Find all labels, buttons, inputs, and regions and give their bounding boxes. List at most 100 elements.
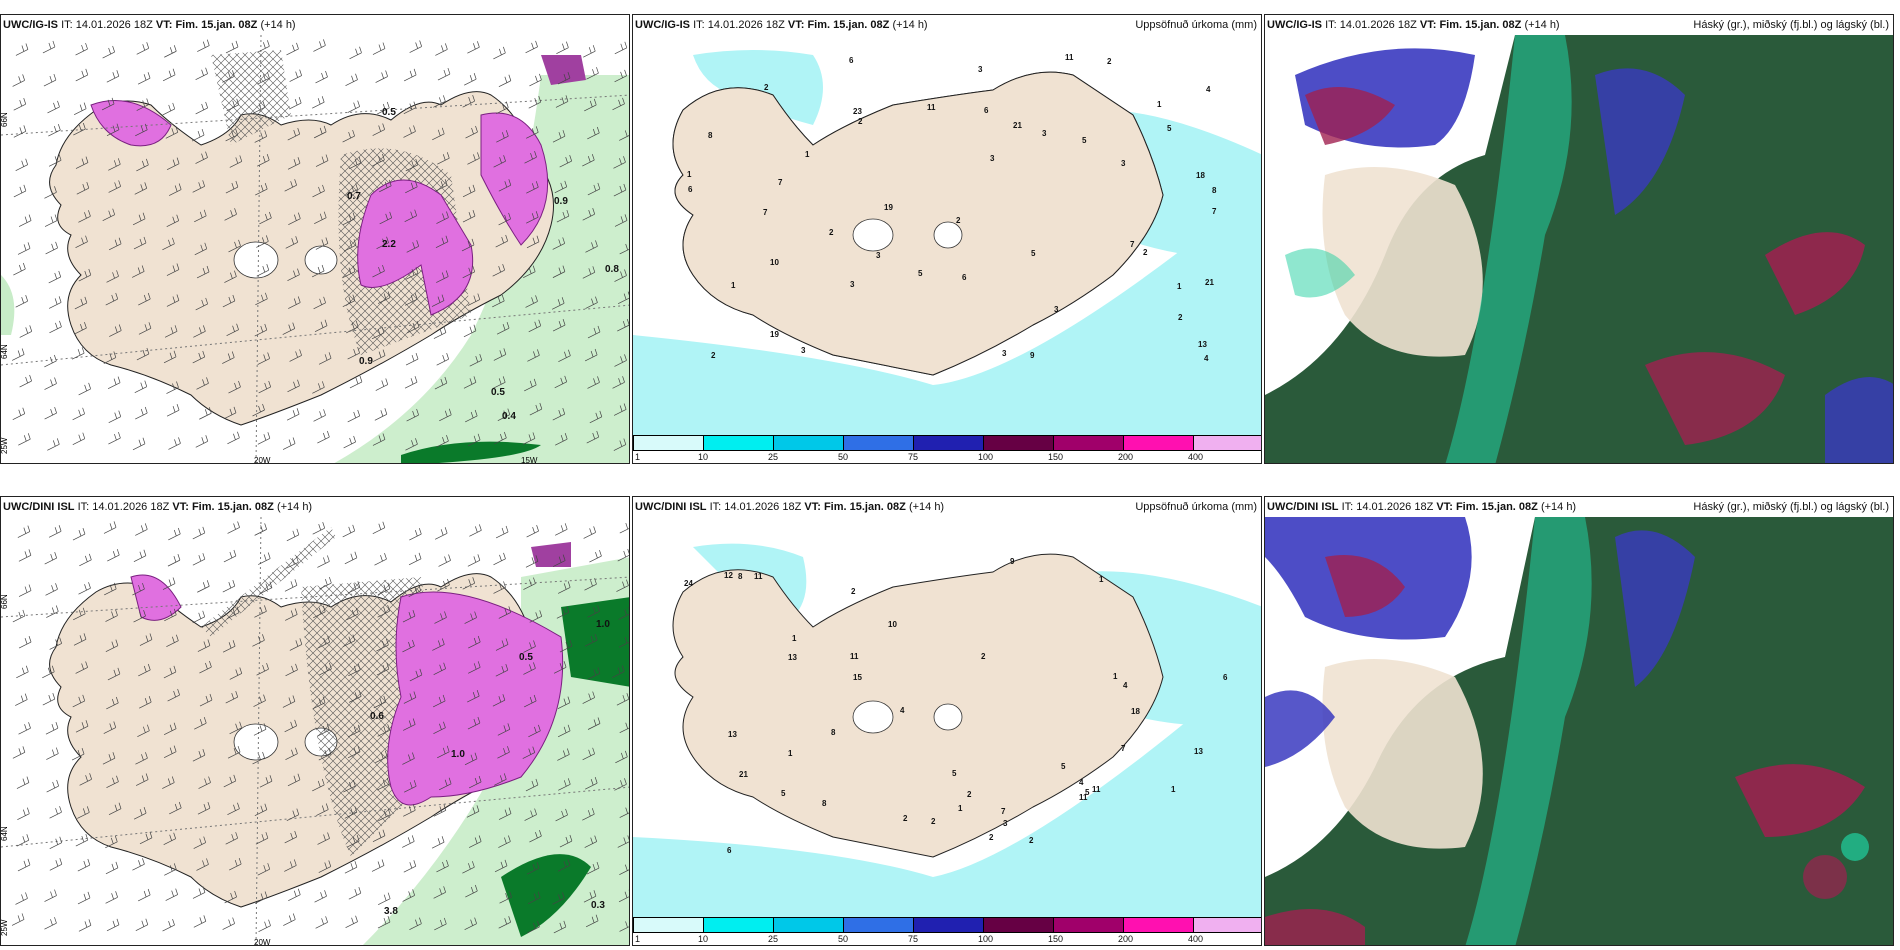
wind-barb <box>282 322 296 335</box>
value-label: 3.8 <box>384 906 398 917</box>
wind-barb <box>192 886 206 899</box>
wind-barb <box>527 891 541 904</box>
wind-barb <box>526 181 539 194</box>
wind-barb <box>582 691 595 704</box>
wind-barb <box>287 379 300 393</box>
wind-barb <box>134 182 148 195</box>
value-label: 8 <box>738 572 743 581</box>
wind-barb <box>403 691 417 704</box>
wind-barb <box>138 663 151 677</box>
wind-barb <box>315 70 328 84</box>
wind-barb <box>317 832 330 845</box>
value-label: 9 <box>1030 351 1035 360</box>
wind-barb <box>587 376 600 389</box>
wind-barb <box>404 376 418 389</box>
wind-barb <box>72 527 86 541</box>
wind-barb <box>346 320 359 334</box>
wind-barb <box>613 438 627 451</box>
wind-barb <box>377 724 390 737</box>
wind-barb <box>525 40 538 54</box>
wind-barb <box>524 694 537 708</box>
wind-barb <box>222 580 236 593</box>
wind-barb <box>48 525 62 538</box>
wind-barb <box>403 718 416 731</box>
wind-barb <box>135 773 149 786</box>
wind-barb <box>168 527 181 541</box>
wind-barb <box>314 890 327 903</box>
wind-barb <box>584 835 598 848</box>
wind-barb <box>166 404 180 417</box>
wind-barb <box>71 347 85 360</box>
wind-barb <box>402 639 415 653</box>
wind-barb <box>558 778 571 791</box>
wind-barb <box>46 779 59 793</box>
wind-barb <box>585 296 598 309</box>
wind-barb <box>222 294 236 308</box>
wind-barb <box>133 610 146 623</box>
wind-barb <box>529 402 543 416</box>
value-label: 13 <box>1198 340 1207 349</box>
wind-barb <box>225 40 239 54</box>
wind-barb <box>404 209 418 222</box>
wind-barb <box>132 582 145 596</box>
wind-barb <box>318 860 332 873</box>
wind-barb <box>227 431 240 445</box>
colorbar-swatch <box>773 435 844 451</box>
wind-barb <box>344 551 358 565</box>
wind-barb <box>284 179 297 192</box>
wind-barb <box>409 527 422 541</box>
wind-barb <box>433 804 447 817</box>
wind-barb <box>13 184 27 198</box>
precip-values: 2183819213111112331221611136191032233434… <box>687 53 1217 363</box>
wind-barb <box>462 210 476 223</box>
wind-barb <box>317 430 330 444</box>
wind-barb <box>133 807 147 820</box>
wind-barb <box>164 608 177 622</box>
wind-barb <box>614 69 627 83</box>
wind-barb <box>554 375 568 389</box>
wind-barb <box>559 639 573 653</box>
wind-barb <box>71 748 85 761</box>
wind-barb <box>371 326 385 340</box>
wind-barb <box>44 406 57 420</box>
wind-barb <box>614 354 627 367</box>
wind-barb <box>315 154 329 167</box>
precip-values: 2222462111311112213451341118131578922111… <box>684 557 1228 855</box>
wind-barb <box>166 214 180 228</box>
wind-barb <box>106 70 120 83</box>
colorbar-label: 50 <box>838 934 849 944</box>
wind-barb <box>102 208 116 221</box>
wind-barb <box>528 724 541 738</box>
wind-barb <box>617 548 629 562</box>
wind-barb <box>226 606 240 619</box>
lon-label: 25W <box>1 919 9 936</box>
wind-barb <box>166 381 179 394</box>
wind-barb <box>137 888 151 902</box>
wind-barb <box>404 780 417 793</box>
value-label: 5 <box>1167 124 1172 133</box>
wind-barb <box>433 95 446 108</box>
wind-barb <box>19 374 32 388</box>
wind-barb <box>616 579 629 592</box>
wind-barb <box>438 777 452 791</box>
value-label: 13 <box>788 653 797 662</box>
wind-barb <box>465 884 478 898</box>
wind-barb <box>103 721 117 734</box>
wind-barb <box>166 634 179 648</box>
wind-barb <box>49 320 62 334</box>
wind-barb <box>552 265 566 278</box>
wind-barbs <box>11 521 629 934</box>
wind-barb <box>614 41 628 55</box>
wind-barb <box>375 750 388 764</box>
colorbar-swatch <box>843 435 914 451</box>
value-label: 4 <box>1079 778 1084 787</box>
value-label: 11 <box>927 103 936 112</box>
wind-barb <box>163 832 177 846</box>
wind-barb <box>493 376 506 389</box>
value-label: 0.5 <box>382 107 396 118</box>
wind-barb <box>467 433 481 447</box>
wind-barb <box>288 888 301 902</box>
colorbar-swatch <box>1193 435 1261 451</box>
wind-barb <box>17 858 31 872</box>
value-label: 7 <box>1212 207 1217 216</box>
